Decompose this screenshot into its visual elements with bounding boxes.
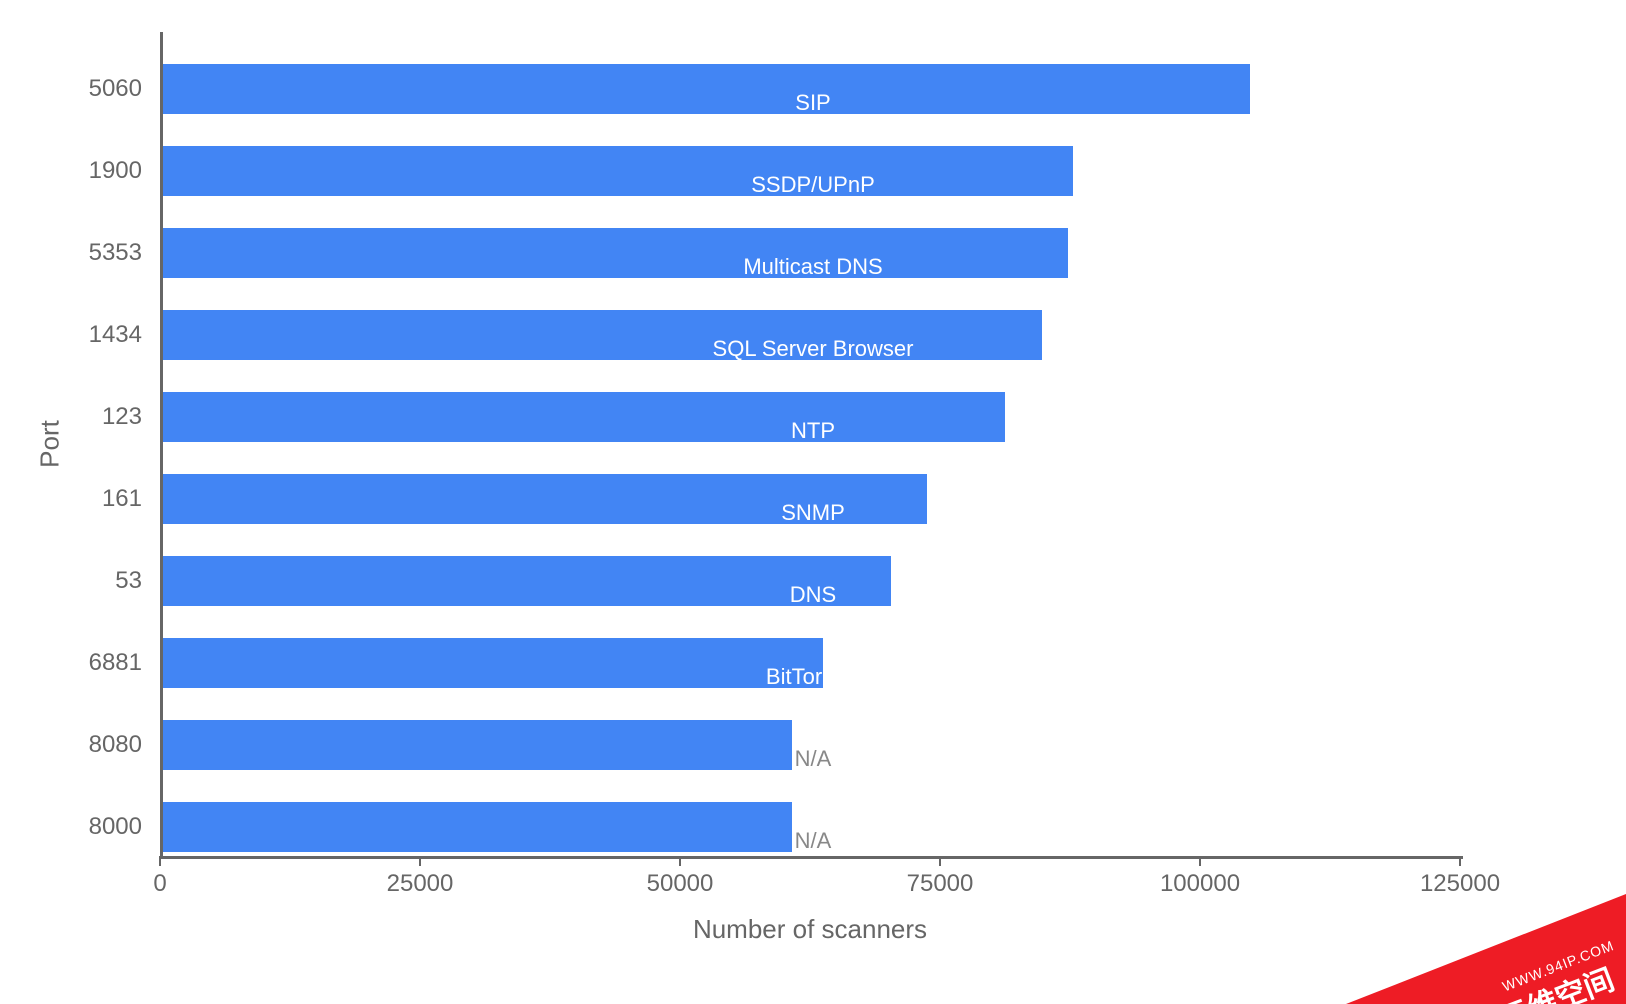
- x-tick: [679, 856, 681, 866]
- x-tick-label: 50000: [647, 870, 714, 898]
- bar: [163, 556, 891, 606]
- plot-area: SIPSSDP/UPnPMulticast DNSSQL Server Brow…: [160, 32, 1463, 859]
- bar: [163, 720, 792, 770]
- y-tick-label: 53: [115, 567, 142, 595]
- y-tick-label: 5060: [89, 75, 142, 103]
- bar: [163, 64, 1250, 114]
- y-tick-label: 8000: [89, 813, 142, 841]
- bar-protocol-label: N/A: [795, 828, 832, 854]
- x-tick: [1459, 856, 1461, 866]
- bar: [163, 474, 927, 524]
- x-tick-label: 75000: [907, 870, 974, 898]
- y-tick-label: 1434: [89, 321, 142, 349]
- bar-protocol-label: N/A: [795, 746, 832, 772]
- bar: [163, 146, 1073, 196]
- x-tick: [939, 856, 941, 866]
- bar: [163, 802, 792, 852]
- bar: [163, 310, 1042, 360]
- x-tick: [159, 856, 161, 866]
- x-tick: [419, 856, 421, 866]
- x-tick: [1199, 856, 1201, 866]
- y-tick-label: 5353: [89, 239, 142, 267]
- y-tick-label: 123: [102, 403, 142, 431]
- bar: [163, 228, 1068, 278]
- x-tick-label: 25000: [387, 870, 454, 898]
- x-tick-label: 100000: [1160, 870, 1240, 898]
- y-tick-label: 1900: [89, 157, 142, 185]
- x-axis-title: Number of scanners: [660, 914, 960, 945]
- x-tick-label: 0: [153, 870, 166, 898]
- bar: [163, 392, 1005, 442]
- y-axis-title: Port: [35, 420, 66, 468]
- y-tick-label: 161: [102, 485, 142, 513]
- y-tick-label: 8080: [89, 731, 142, 759]
- x-tick-label: 125000: [1420, 870, 1500, 898]
- bar: [163, 638, 823, 688]
- y-tick-label: 6881: [89, 649, 142, 677]
